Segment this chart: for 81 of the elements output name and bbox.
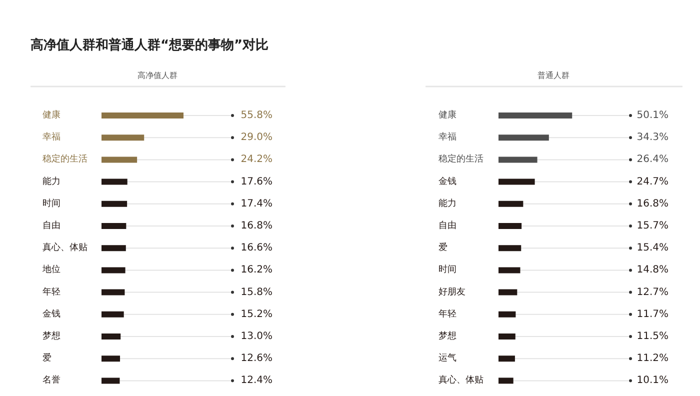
data-label: 15.7%	[636, 220, 669, 232]
bar	[102, 178, 128, 185]
bar	[498, 134, 549, 141]
bar	[498, 356, 515, 362]
data-label: 11.5%	[636, 331, 669, 342]
data-label: 12.6%	[240, 353, 273, 364]
y-tick-label: 梦想	[438, 330, 456, 342]
data-label: 14.8%	[636, 264, 669, 276]
bar	[498, 245, 522, 252]
bar	[498, 156, 538, 163]
y-tick-label: 稳定的生活	[438, 154, 484, 165]
bar	[102, 334, 121, 340]
y-tick-label: 幸福	[42, 132, 60, 143]
chart-title: 高净值人群和普通人群“想要的事物”对比	[30, 37, 269, 53]
bar	[498, 289, 518, 296]
bar	[102, 378, 120, 384]
bar	[498, 178, 535, 185]
y-tick-label: 金钱	[42, 308, 60, 320]
y-tick-label: 真心、体贴	[42, 242, 88, 254]
bar	[102, 356, 120, 362]
bar	[498, 267, 520, 274]
y-tick-label: 自由	[438, 220, 456, 231]
data-label: 15.8%	[240, 286, 273, 298]
y-tick-label: 年轻	[42, 286, 60, 298]
y-tick-label: 金钱	[438, 176, 456, 187]
chart-subtitle: 高净值人群	[138, 71, 178, 80]
data-label: 11.2%	[636, 353, 669, 364]
data-label: 13.0%	[240, 331, 273, 342]
chart-subtitle: 普通人群	[538, 71, 570, 80]
bar	[498, 200, 524, 207]
data-label: 24.7%	[636, 176, 669, 188]
bar	[102, 311, 124, 318]
bar	[102, 156, 138, 163]
bar	[102, 112, 184, 118]
y-tick-label: 自由	[42, 220, 60, 231]
y-tick-label: 稳定的生活	[42, 154, 88, 165]
data-label: 12.7%	[636, 286, 669, 298]
y-tick-label: 爱	[438, 242, 448, 254]
data-label: 10.1%	[636, 375, 669, 386]
data-label: 16.8%	[240, 220, 273, 232]
y-tick-label: 健康	[438, 110, 456, 120]
data-label: 11.7%	[636, 308, 669, 320]
bar	[498, 378, 514, 384]
data-label: 55.8%	[240, 110, 273, 121]
y-tick-label: 健康	[42, 110, 60, 120]
data-label: 12.4%	[240, 375, 273, 386]
y-tick-label: 年轻	[438, 308, 456, 320]
y-tick-label: 时间	[438, 264, 456, 276]
bar	[498, 334, 516, 340]
bar	[102, 223, 126, 229]
y-tick-label: 名誉	[42, 374, 60, 386]
data-label: 17.6%	[240, 176, 273, 188]
data-label: 29.0%	[240, 132, 273, 144]
data-label: 16.2%	[240, 264, 273, 276]
bar	[102, 245, 126, 252]
y-tick-label: 真心、体贴	[438, 374, 484, 386]
bar	[498, 223, 522, 229]
data-label: 26.4%	[636, 154, 669, 166]
y-tick-label: 梦想	[42, 330, 60, 342]
y-tick-label: 运气	[438, 352, 456, 364]
y-tick-label: 能力	[42, 176, 60, 187]
data-label: 50.1%	[636, 110, 669, 121]
bar	[102, 289, 125, 296]
bar	[498, 112, 572, 118]
bar	[102, 134, 144, 141]
y-tick-label: 能力	[438, 198, 456, 209]
data-label: 16.8%	[636, 198, 669, 210]
data-label: 15.4%	[636, 242, 669, 254]
data-label: 16.6%	[240, 242, 273, 254]
y-tick-label: 时间	[42, 198, 60, 209]
bar	[498, 311, 516, 318]
bar	[102, 200, 128, 207]
data-label: 15.2%	[240, 308, 273, 320]
bar	[102, 267, 126, 274]
y-tick-label: 爱	[42, 352, 52, 364]
y-tick-label: 地位	[42, 264, 60, 276]
y-tick-label: 好朋友	[438, 286, 466, 298]
data-label: 17.4%	[240, 198, 273, 210]
data-label: 34.3%	[636, 132, 669, 144]
y-tick-label: 幸福	[438, 132, 456, 143]
data-label: 24.2%	[240, 154, 273, 166]
